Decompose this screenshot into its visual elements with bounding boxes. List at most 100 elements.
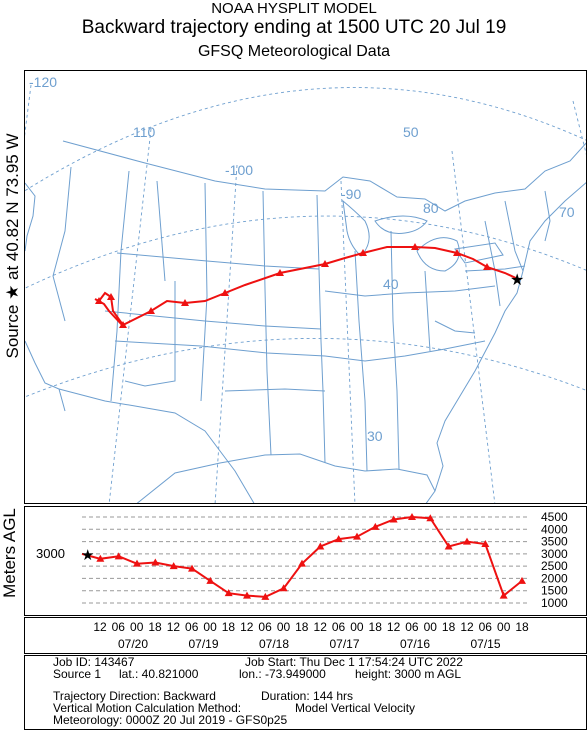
- vertical-method-text: Vertical Motion Calculation Method:: [53, 701, 242, 715]
- time-date-label: 07/19: [188, 637, 218, 651]
- altitude-start-star-icon: ★: [81, 547, 94, 564]
- trajectory-marker: [453, 249, 461, 256]
- meteorology-text: Meteorology: 0000Z 20 Jul 2019 - GFS0p25: [53, 713, 288, 727]
- trajectory-path: [94, 246, 519, 327]
- altitude-data-point: [518, 576, 526, 584]
- altitude-data-point: [463, 537, 471, 545]
- time-hour-label: 06: [112, 620, 126, 634]
- time-hour-label: 00: [497, 620, 511, 634]
- altitude-data-point: [353, 532, 361, 540]
- map-canvas: -120 110 -100 -90 80 70 50 40 30: [25, 74, 586, 503]
- time-hour-label: 12: [460, 620, 474, 634]
- altitude-data-point: [96, 554, 105, 562]
- source-id-text: Source 1: [53, 667, 102, 681]
- time-hour-label: 18: [369, 620, 383, 634]
- altitude-data-point: [408, 513, 416, 520]
- time-hour-label: 00: [424, 620, 438, 634]
- time-hour-label: 12: [240, 620, 254, 634]
- job-start-text: Job Start: Thu Dec 1 17:54:24 UTC 2022: [245, 655, 463, 669]
- meteorology-title: GFSQ Meteorological Data: [197, 43, 391, 60]
- source-star-icon: ★: [510, 272, 524, 289]
- source-location-label: Source ★ at 40.82 N 73.95 W: [3, 133, 22, 359]
- altitude-tick-label: 4000: [541, 522, 568, 536]
- time-hour-label: 18: [442, 620, 456, 634]
- altitude-data-point: [279, 584, 288, 592]
- time-hour-label: 18: [515, 620, 529, 634]
- altitude-tick-label: 1000: [541, 596, 568, 610]
- time-hour-label: 00: [203, 620, 217, 634]
- time-date-label: 07/15: [470, 637, 500, 651]
- time-hour-label: 12: [387, 620, 401, 634]
- altitude-data-point: [444, 542, 453, 550]
- latitude-label: 30: [367, 428, 383, 444]
- altitude-data-point: [133, 559, 141, 567]
- time-axis-canvas: 12 06 00 18 12 06 00 18 12 06 00 18 12 06 00 18 12 06 00 18…: [93, 620, 529, 651]
- altitude-data-point: [224, 589, 233, 597]
- trajectory-markers: [95, 243, 491, 328]
- time-date-label: 07/18: [259, 637, 289, 651]
- altitude-tick-label: 4500: [541, 510, 568, 524]
- altitude-data-point: [188, 564, 196, 572]
- trajectory-marker: [359, 249, 367, 256]
- graticule-labels: -120 110 -100 -90 80 70 50 40 30: [29, 74, 575, 444]
- trajectory-marker: [221, 289, 229, 296]
- altitude-data-point: [316, 542, 325, 550]
- duration-text: Duration: 144 hrs: [261, 689, 354, 703]
- time-date-label: 07/16: [400, 637, 430, 651]
- altitude-tick-label: 1500: [541, 584, 568, 598]
- trajectory-marker: [147, 307, 155, 314]
- latitude-label: 50: [403, 124, 419, 140]
- trajectory-marker: [483, 263, 491, 270]
- altitude-data-point: [206, 576, 215, 584]
- time-hour-label: 12: [314, 620, 328, 634]
- altitude-tick-label: 3500: [541, 535, 568, 549]
- altitude-tick-label: 2000: [541, 571, 568, 585]
- altitude-profile-chart: 4500 4000 3500 3000 2500 2000 1500 1000 ★: [24, 506, 587, 616]
- source-lon-text: lon.: -73.949000: [239, 667, 326, 681]
- longitude-label: 80: [423, 200, 439, 216]
- longitude-label: 70: [559, 204, 575, 220]
- trajectory-marker: [181, 299, 189, 306]
- altitude-tick-label: 3000: [541, 547, 568, 561]
- altitude-data-point: [389, 515, 398, 523]
- trajectory-marker: [411, 243, 419, 250]
- model-title: NOAA HYSPLIT MODEL: [211, 0, 377, 17]
- time-hour-label: 00: [277, 620, 291, 634]
- trajectory-marker: [95, 297, 103, 304]
- altitude-data-point: [169, 562, 178, 570]
- starting-altitude-label: 3000: [36, 546, 65, 561]
- time-hour-label: 06: [332, 620, 346, 634]
- time-hour-label: 18: [148, 620, 162, 634]
- time-hour-label: 18: [295, 620, 309, 634]
- time-date-label: 07/17: [329, 637, 359, 651]
- altitude-data-point: [298, 559, 306, 567]
- time-hour-label: 18: [222, 620, 236, 634]
- source-lat-text: lat.: 40.821000: [119, 667, 199, 681]
- source-height-text: height: 3000 m AGL: [355, 667, 462, 681]
- longitude-label: -90: [341, 186, 361, 202]
- trajectory-marker: [276, 269, 284, 276]
- time-axis: 12 06 00 18 12 06 00 18 12 06 00 18 12 06 00 18 12 06 00 18…: [24, 617, 587, 654]
- altitude-data-point: [426, 514, 435, 522]
- altitude-data-point: [114, 552, 123, 560]
- time-date-label: 07/20: [118, 637, 148, 651]
- altitude-data-point: [243, 591, 251, 599]
- latitude-label: 40: [383, 276, 399, 292]
- longitude-label: 110: [133, 124, 156, 140]
- job-id-text: Job ID: 143467: [53, 655, 135, 669]
- time-hour-label: 06: [258, 620, 272, 634]
- trajectory-map: -120 110 -100 -90 80 70 50 40 30: [24, 70, 587, 504]
- time-hour-label: 12: [93, 620, 107, 634]
- vertical-method-value: Model Vertical Velocity: [295, 701, 416, 715]
- time-hour-label: 06: [185, 620, 199, 634]
- boundary-lines: [25, 140, 586, 503]
- time-hour-label: 06: [405, 620, 419, 634]
- trajectory-marker: [107, 293, 115, 300]
- altitude-data-point: [481, 540, 490, 548]
- run-info-panel: Job ID: 143467 Job Start: Thu Dec 1 17:5…: [24, 655, 587, 730]
- altitude-axis-label: Meters AGL: [0, 508, 19, 598]
- altitude-data-point: [334, 535, 343, 543]
- longitude-label: -100: [225, 162, 253, 178]
- altitude-data-point: [371, 522, 380, 530]
